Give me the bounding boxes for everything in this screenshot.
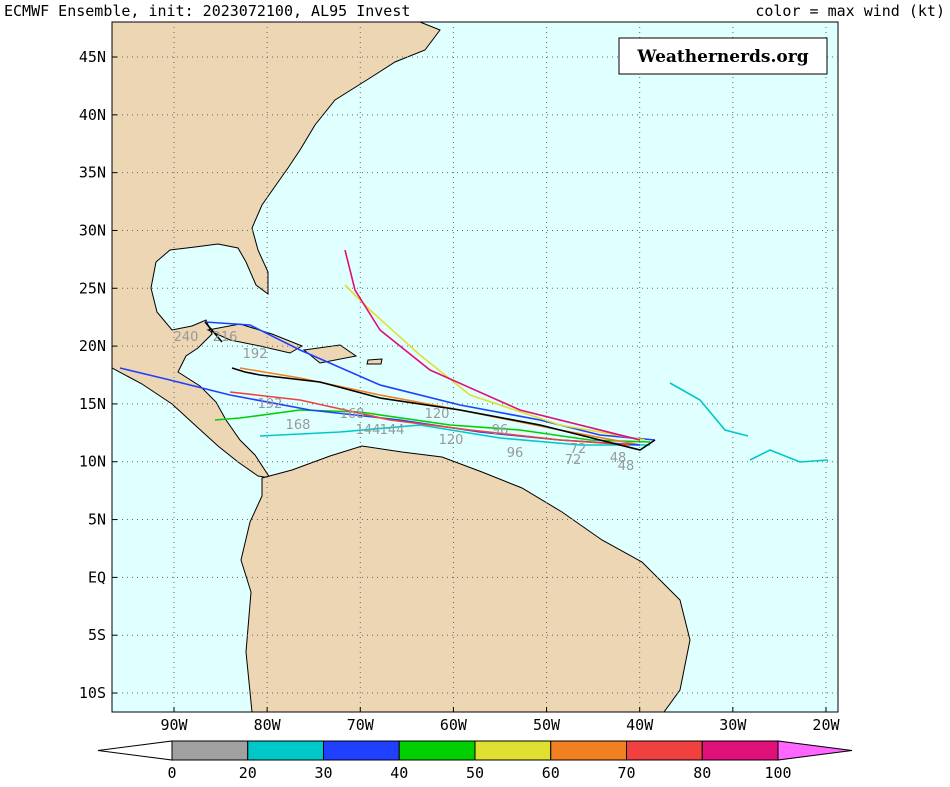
track-label: 240 xyxy=(174,330,199,345)
under-arrow xyxy=(97,740,173,761)
lat-label: 40N xyxy=(79,106,106,124)
lat-label: EQ xyxy=(88,568,106,586)
lon-label: 40W xyxy=(626,716,654,734)
lat-label: 20N xyxy=(79,337,106,355)
track-label: 48 xyxy=(618,459,635,474)
tracks xyxy=(119,249,829,463)
track-label: 192 xyxy=(258,397,283,412)
lat-label: 25N xyxy=(79,279,106,297)
lon-label: 70W xyxy=(347,716,375,734)
lon-label: 80W xyxy=(254,716,282,734)
track-label: 120 xyxy=(439,433,464,448)
grid: 90W 80W 70W 60W 50W 40W 30W 20W 45N 40N 35N 30N 25N 2… xyxy=(79,22,840,734)
lon-label: 20W xyxy=(812,716,840,734)
colorbar-segment xyxy=(474,740,552,761)
colorbar-label: 50 xyxy=(466,764,484,782)
lon-label: 60W xyxy=(440,716,468,734)
track-label: 120 xyxy=(425,407,450,422)
colorbar-label: 80 xyxy=(693,764,711,782)
track-label: 96 xyxy=(492,423,509,438)
watermark: Weathernerds.org xyxy=(636,47,808,67)
track-label: 144 xyxy=(380,423,405,438)
lat-label: 35N xyxy=(79,164,106,182)
lat-label: 15N xyxy=(79,395,106,413)
colorbar-segment xyxy=(701,740,779,761)
colorbar-label: 30 xyxy=(314,764,332,782)
lon-label: 30W xyxy=(719,716,747,734)
colorbar-label: 70 xyxy=(617,764,635,782)
track-label: 72 xyxy=(570,442,587,457)
track-label: 168 xyxy=(286,418,311,433)
lat-label: 5N xyxy=(88,511,106,529)
colorbar-label: 40 xyxy=(390,764,408,782)
lat-label: 45N xyxy=(79,48,106,66)
track-label: 48 xyxy=(610,451,627,466)
lat-label: 10S xyxy=(79,684,106,702)
colorbar-segment xyxy=(398,740,476,761)
lon-label: 90W xyxy=(160,716,188,734)
track-label: 216 xyxy=(213,330,238,345)
over-arrow xyxy=(777,740,853,761)
colorbar-segment xyxy=(626,740,703,761)
track-label: 144 xyxy=(356,423,381,438)
colorbar: 0 20 30 40 50 60 70 80 100 xyxy=(97,740,853,782)
land xyxy=(111,21,691,713)
colorbar-segment xyxy=(550,740,627,761)
watermark-box xyxy=(618,37,828,75)
colorbar-label: 100 xyxy=(764,764,791,782)
colorbar-segment xyxy=(171,740,249,761)
colorbar-label: 60 xyxy=(542,764,560,782)
lat-label: 5S xyxy=(88,626,106,644)
colorbar-segment xyxy=(247,740,324,761)
colorbar-segment xyxy=(323,740,400,761)
lat-label: 10N xyxy=(79,453,106,471)
colorbar-label: 0 xyxy=(167,764,176,782)
colorbar-label: 20 xyxy=(239,764,257,782)
title: ECMWF Ensemble, init: 2023072100, AL95 I… xyxy=(4,2,410,20)
color-note: color = max wind (kt) xyxy=(755,2,945,20)
lon-label: 50W xyxy=(533,716,561,734)
track-label: 72 xyxy=(565,453,582,468)
track-label: 192 xyxy=(243,347,268,362)
lat-label: 30N xyxy=(79,221,106,239)
track-label: 168 xyxy=(340,407,365,422)
track-label: 96 xyxy=(507,446,524,461)
